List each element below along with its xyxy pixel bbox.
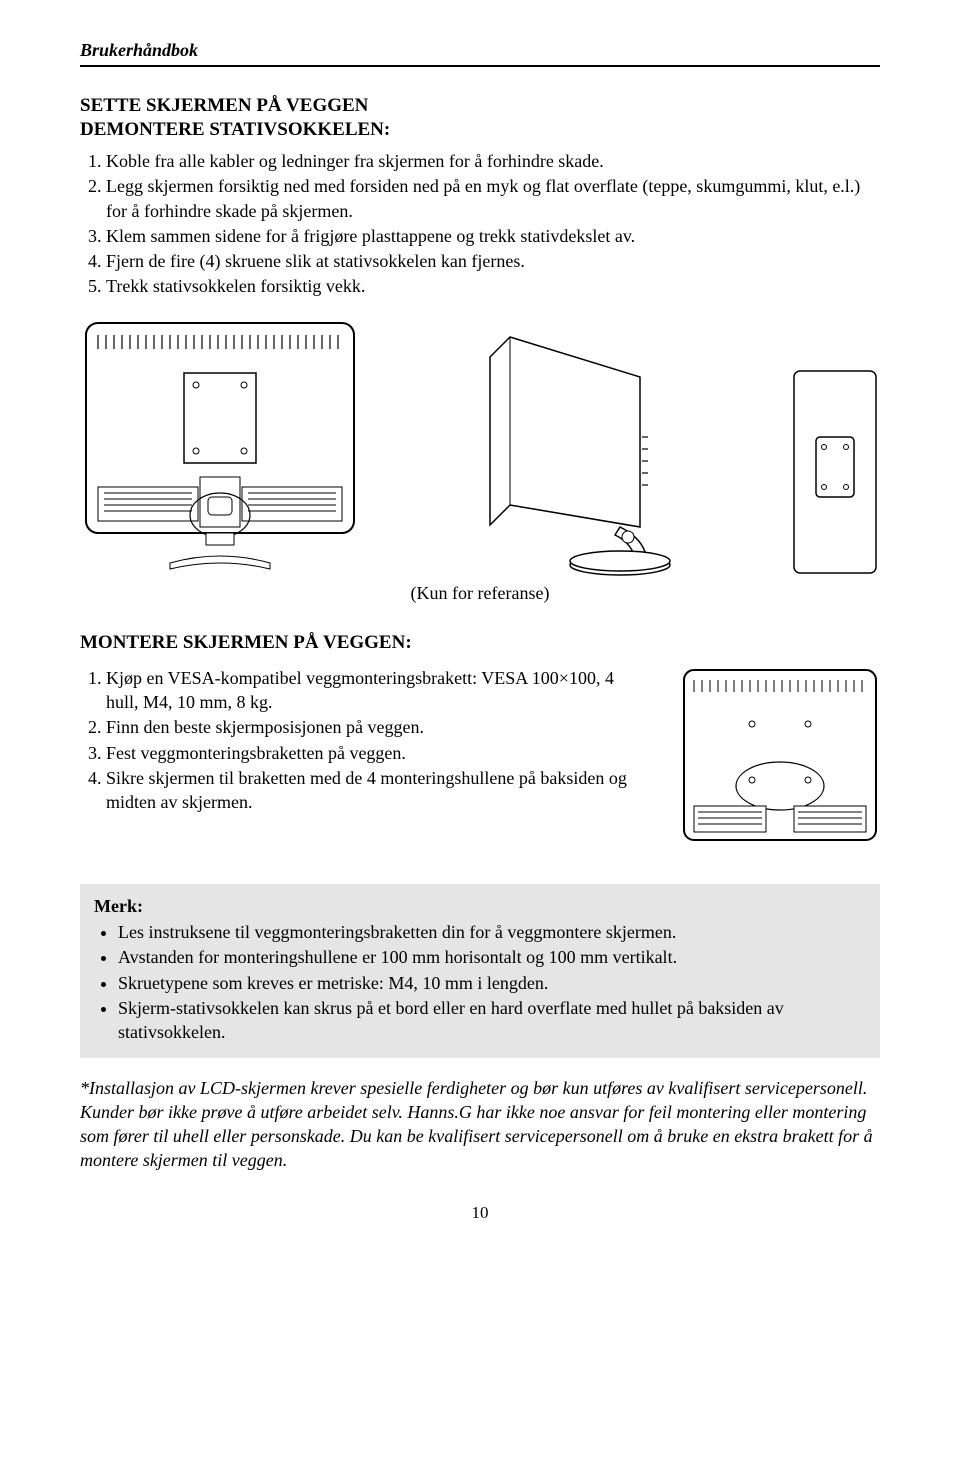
- section1-list: Koble fra alle kabler og ledninger fra s…: [80, 149, 880, 299]
- list-item: Avstanden for monteringshullene er 100 m…: [118, 945, 866, 969]
- list-item: Skruetypene som kreves er metriske: M4, …: [118, 971, 866, 995]
- section2-title: MONTERE SKJERMEN PÅ VEGGEN:: [80, 632, 880, 654]
- list-item: Les instruksene til veggmonteringsbraket…: [118, 920, 866, 944]
- monitor-back-icon: [80, 317, 360, 577]
- list-item: Koble fra alle kabler og ledninger fra s…: [106, 149, 880, 173]
- monitor-side-icon: [470, 327, 680, 577]
- note-box: Merk: Les instruksene til veggmonterings…: [80, 884, 880, 1058]
- doc-header-title: Brukerhåndbok: [80, 40, 880, 61]
- section1-subtitle: DEMONTERE STATIVSOKKELEN:: [80, 119, 880, 141]
- monitor-mount-icon: [680, 666, 880, 856]
- list-item: Finn den beste skjermposisjonen på vegge…: [106, 715, 650, 739]
- figure-caption: (Kun for referanse): [80, 583, 880, 604]
- figure-row-1: [80, 317, 880, 577]
- section1-title: SETTE SKJERMEN PÅ VEGGEN: [80, 95, 880, 117]
- list-item: Klem sammen sidene for å frigjøre plastt…: [106, 224, 880, 248]
- mount-row: Kjøp en VESA-kompatibel veggmonteringsbr…: [80, 666, 880, 856]
- list-item: Sikre skjermen til braketten med de 4 mo…: [106, 766, 650, 815]
- note-label: Merk:: [94, 894, 866, 918]
- page-number: 10: [80, 1203, 880, 1223]
- vesa-plate-icon: [790, 367, 880, 577]
- section2-list: Kjøp en VESA-kompatibel veggmonteringsbr…: [80, 666, 650, 816]
- list-item: Kjøp en VESA-kompatibel veggmonteringsbr…: [106, 666, 650, 715]
- list-item: Fest veggmonteringsbraketten på veggen.: [106, 741, 650, 765]
- list-item: Legg skjermen forsiktig ned med forsiden…: [106, 174, 880, 223]
- note-list: Les instruksene til veggmonteringsbraket…: [94, 920, 866, 1044]
- list-item: Trekk stativsokkelen forsiktig vekk.: [106, 274, 880, 298]
- disclaimer-text: *Installasjon av LCD-skjermen krever spe…: [80, 1076, 880, 1173]
- list-item: Skjerm-stativsokkelen kan skrus på et bo…: [118, 996, 866, 1045]
- list-item: Fjern de fire (4) skruene slik at stativ…: [106, 249, 880, 273]
- header-rule: [80, 65, 880, 67]
